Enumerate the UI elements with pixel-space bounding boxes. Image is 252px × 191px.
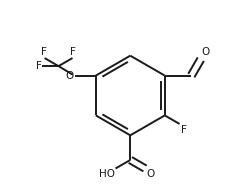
Text: F: F [180, 125, 186, 135]
Text: F: F [70, 47, 76, 57]
Text: O: O [66, 71, 74, 81]
Text: O: O [145, 169, 154, 180]
Text: F: F [36, 61, 41, 71]
Text: O: O [201, 47, 209, 57]
Text: HO: HO [98, 169, 114, 180]
Text: F: F [41, 47, 46, 57]
